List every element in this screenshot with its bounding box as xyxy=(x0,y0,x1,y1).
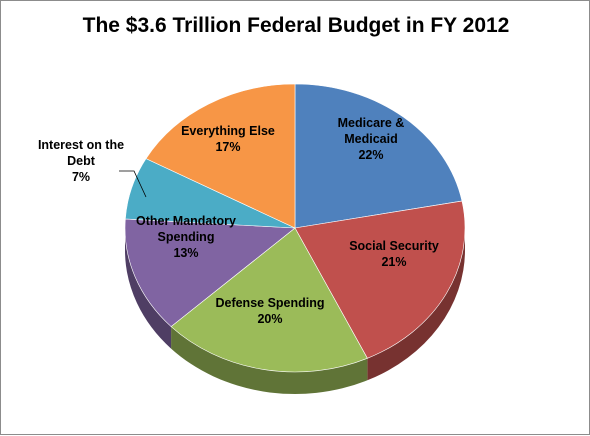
pie-slice-1 xyxy=(294,200,466,359)
leader-line-4 xyxy=(119,170,147,198)
slice-label-5: Everything Else 17% xyxy=(181,124,275,154)
pie-slice-3 xyxy=(124,218,296,327)
slice-labels: Medicare & Medicaid 22% Social Security 21% D… xyxy=(38,116,439,326)
pie-side-2 xyxy=(171,326,368,394)
slice-label-2: Defense Spending 20% xyxy=(215,296,324,326)
pie-slice-5 xyxy=(145,83,296,229)
pie-slice-2 xyxy=(170,227,368,373)
pie-top xyxy=(124,83,466,373)
pie-depth xyxy=(125,228,465,394)
slice-label-3: Other Mandatory Spending 13% xyxy=(136,214,236,260)
slice-label-4: Interest on the Debt 7% xyxy=(38,138,124,184)
pie-side-1 xyxy=(367,228,465,381)
leader-lines xyxy=(119,170,147,198)
pie-side-3 xyxy=(125,228,172,349)
slice-label-0: Medicare & Medicaid 22% xyxy=(338,116,405,162)
chart-title: The $3.6 Trillion Federal Budget in FY 2… xyxy=(82,14,510,37)
slice-label-1: Social Security 21% xyxy=(349,239,439,269)
pie-slice-0 xyxy=(294,83,463,229)
